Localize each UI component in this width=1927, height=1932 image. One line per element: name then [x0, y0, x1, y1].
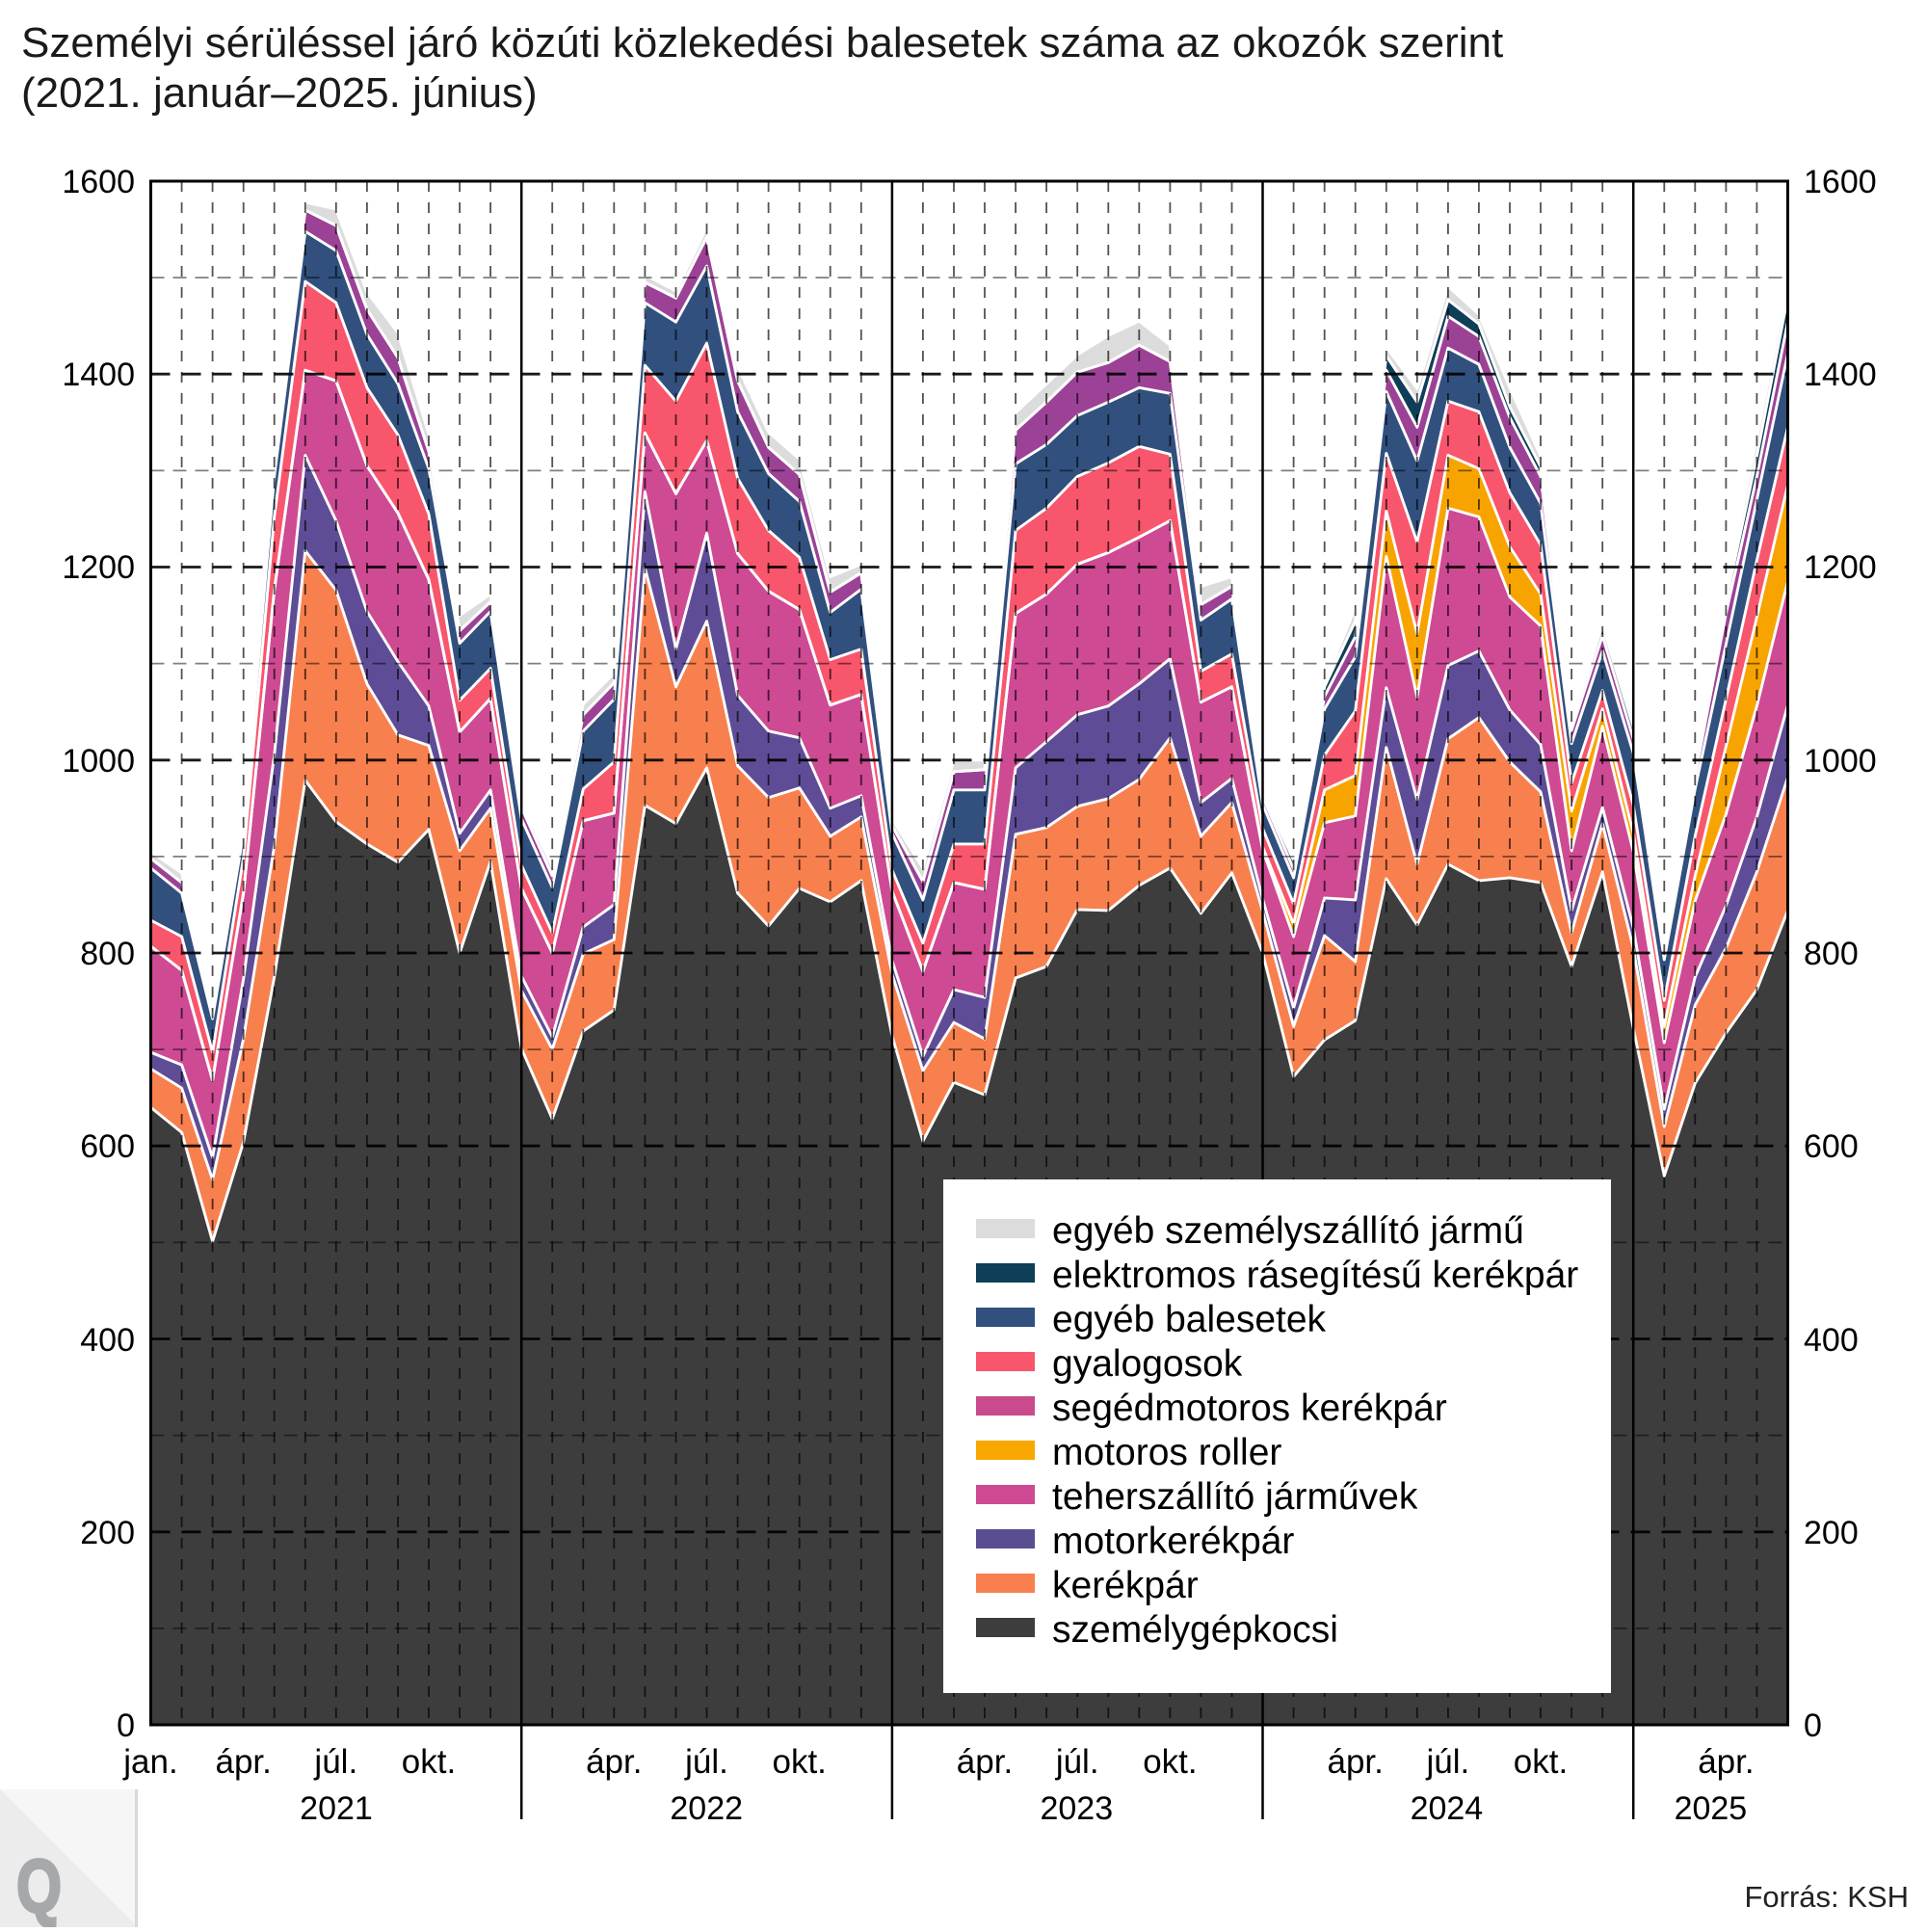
svg-text:2023: 2023: [1040, 1790, 1113, 1827]
svg-text:egyéb személyszállító jármű: egyéb személyszállító jármű: [1052, 1210, 1524, 1252]
svg-text:motorkerékpár: motorkerékpár: [1052, 1521, 1294, 1562]
svg-text:200: 200: [80, 1515, 135, 1551]
svg-text:800: 800: [1804, 936, 1859, 972]
svg-text:ápr.: ápr.: [586, 1743, 642, 1781]
svg-text:júl.: júl.: [313, 1743, 357, 1781]
svg-text:600: 600: [80, 1128, 135, 1165]
svg-text:Személyi sérüléssel járó közút: Személyi sérüléssel járó közúti közleked…: [21, 19, 1503, 66]
svg-text:kerékpár: kerékpár: [1052, 1565, 1199, 1606]
svg-text:ápr.: ápr.: [957, 1743, 1013, 1781]
svg-text:ápr.: ápr.: [1698, 1743, 1754, 1781]
svg-text:okt.: okt.: [772, 1743, 826, 1781]
svg-text:elektromos rásegítésű kerékpár: elektromos rásegítésű kerékpár: [1052, 1255, 1578, 1296]
svg-text:1600: 1600: [1804, 164, 1877, 200]
svg-text:ápr.: ápr.: [1328, 1743, 1384, 1781]
svg-text:800: 800: [80, 936, 135, 972]
svg-text:2021: 2021: [300, 1790, 373, 1827]
svg-text:2025: 2025: [1675, 1790, 1748, 1827]
svg-text:jan.: jan.: [122, 1743, 177, 1781]
svg-text:(2021. január–2025. június): (2021. január–2025. június): [21, 69, 538, 117]
svg-text:okt.: okt.: [1514, 1743, 1568, 1781]
svg-text:400: 400: [1804, 1322, 1859, 1359]
svg-text:0: 0: [117, 1707, 135, 1744]
svg-text:1200: 1200: [1804, 549, 1877, 586]
svg-text:segédmotoros kerékpár: segédmotoros kerékpár: [1052, 1388, 1447, 1429]
svg-text:egyéb balesetek: egyéb balesetek: [1052, 1299, 1327, 1340]
svg-text:400: 400: [80, 1322, 135, 1359]
svg-text:1400: 1400: [1804, 357, 1877, 393]
svg-text:Forrás: KSH: Forrás: KSH: [1744, 1880, 1909, 1914]
svg-text:júl.: júl.: [684, 1743, 728, 1781]
svg-text:okt.: okt.: [402, 1743, 456, 1781]
svg-text:Q: Q: [16, 1843, 62, 1927]
svg-text:1000: 1000: [62, 743, 135, 780]
svg-text:júl.: júl.: [1055, 1743, 1099, 1781]
svg-text:200: 200: [1804, 1515, 1859, 1551]
svg-text:teherszállító járművek: teherszállító járművek: [1052, 1476, 1418, 1518]
svg-text:2024: 2024: [1411, 1790, 1484, 1827]
svg-text:1200: 1200: [62, 549, 135, 586]
svg-text:ápr.: ápr.: [216, 1743, 272, 1781]
svg-text:1400: 1400: [62, 357, 135, 393]
svg-text:személygépkocsi: személygépkocsi: [1052, 1609, 1338, 1651]
svg-text:1600: 1600: [62, 164, 135, 200]
svg-text:2022: 2022: [670, 1790, 743, 1827]
svg-text:gyalogosok: gyalogosok: [1052, 1343, 1243, 1385]
svg-text:600: 600: [1804, 1128, 1859, 1165]
svg-text:okt.: okt.: [1143, 1743, 1197, 1781]
svg-text:júl.: júl.: [1426, 1743, 1470, 1781]
svg-text:motoros roller: motoros roller: [1052, 1432, 1281, 1473]
svg-text:1000: 1000: [1804, 743, 1877, 780]
svg-text:0: 0: [1804, 1707, 1822, 1744]
